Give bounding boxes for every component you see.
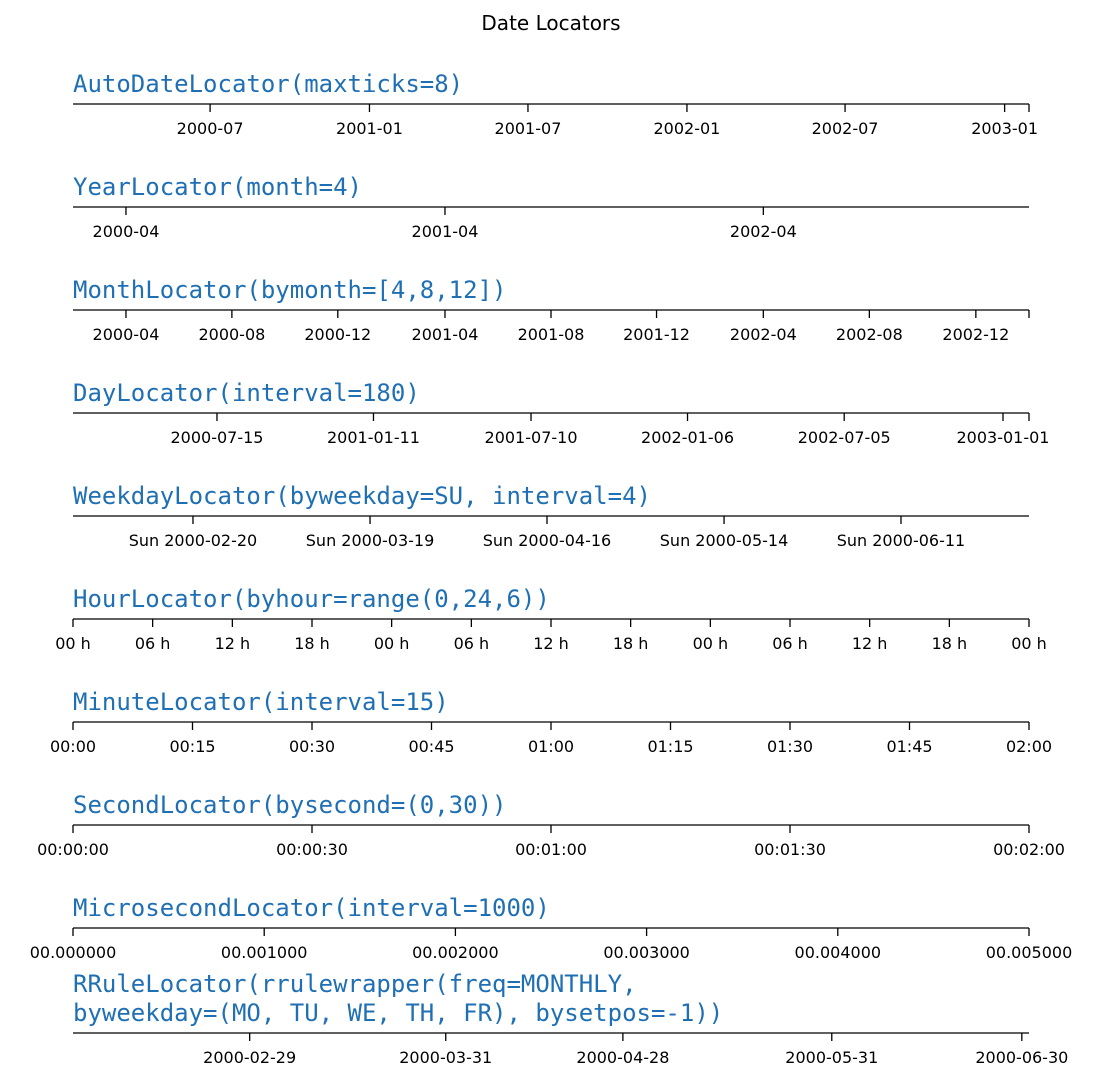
tick-label: 2000-06-30 xyxy=(975,1048,1068,1067)
tick-label: 00 h xyxy=(1011,634,1047,653)
locator-panel: DayLocator(interval=180) 2000-07-15 2001-0… xyxy=(73,379,1049,447)
tick-label: 2000-04 xyxy=(93,325,160,344)
tick-label: 00.002000 xyxy=(412,943,499,962)
tick-label: 2003-01-01 xyxy=(957,428,1050,447)
tick-label: 00 h xyxy=(55,634,91,653)
tick-label: 00:00:00 xyxy=(37,840,109,859)
tick-label: 2003-01 xyxy=(971,119,1038,138)
tick-label: 2000-05-31 xyxy=(785,1048,878,1067)
tick-label: 01:45 xyxy=(886,737,932,756)
tick-label: 2000-08 xyxy=(198,325,265,344)
tick-label: 2000-12 xyxy=(304,325,371,344)
tick-label: Sun 2000-05-14 xyxy=(660,531,789,550)
locator-panel: MicrosecondLocator(interval=1000) 00.0000… xyxy=(30,894,1073,962)
locator-name: YearLocator(month=4) xyxy=(73,173,362,201)
tick-label: 00:30 xyxy=(289,737,335,756)
tick-label: 01:30 xyxy=(767,737,813,756)
tick-label: 06 h xyxy=(454,634,490,653)
tick-label: 2000-03-31 xyxy=(399,1048,492,1067)
tick-label: 12 h xyxy=(852,634,888,653)
tick-label: 2000-04-28 xyxy=(576,1048,669,1067)
locator-name: MicrosecondLocator(interval=1000) xyxy=(73,894,550,922)
tick-label: 01:15 xyxy=(647,737,693,756)
tick-label: 18 h xyxy=(932,634,968,653)
tick-label: 00:01:00 xyxy=(515,840,587,859)
tick-label: 2000-04 xyxy=(93,222,160,241)
locator-panel: SecondLocator(bysecond=(0,30)) 00:00:00 00… xyxy=(37,791,1065,859)
tick-label: 00.004000 xyxy=(795,943,882,962)
tick-label: 06 h xyxy=(135,634,171,653)
tick-label: 12 h xyxy=(215,634,251,653)
tick-label: 2002-01-06 xyxy=(641,428,734,447)
tick-label: Sun 2000-02-20 xyxy=(129,531,258,550)
tick-label: 18 h xyxy=(613,634,649,653)
tick-label: 2002-04 xyxy=(730,222,797,241)
locator-panels: AutoDateLocator(maxticks=8) 2000-07 2001-0… xyxy=(30,70,1073,1067)
locator-name: AutoDateLocator(maxticks=8) xyxy=(73,70,463,98)
tick-label: 00:15 xyxy=(169,737,215,756)
tick-label: 2001-12 xyxy=(623,325,690,344)
tick-label: 00.003000 xyxy=(603,943,690,962)
tick-label: 00 h xyxy=(693,634,729,653)
locator-panel: RRuleLocator(rrulewrapper(freq=MONTHLY, b… xyxy=(73,970,1068,1067)
tick-label: 06 h xyxy=(772,634,808,653)
tick-label: 01:00 xyxy=(528,737,574,756)
figure-title: Date Locators xyxy=(481,11,620,35)
tick-label: 18 h xyxy=(294,634,330,653)
tick-label: 2001-08 xyxy=(518,325,585,344)
locator-panel: WeekdayLocator(byweekday=SU, interval=4)… xyxy=(73,482,1029,550)
tick-label: 2001-07 xyxy=(495,119,562,138)
locator-name: DayLocator(interval=180) xyxy=(73,379,420,407)
tick-label: 2001-01-11 xyxy=(327,428,420,447)
locator-name: WeekdayLocator(byweekday=SU, interval=4) xyxy=(73,482,651,510)
locator-panel: AutoDateLocator(maxticks=8) 2000-07 2001-0… xyxy=(73,70,1038,138)
tick-label: 02:00 xyxy=(1006,737,1052,756)
tick-label: 00:02:00 xyxy=(993,840,1065,859)
tick-label: 00.001000 xyxy=(221,943,308,962)
tick-label: 00.000000 xyxy=(30,943,117,962)
locator-name: RRuleLocator(rrulewrapper(freq=MONTHLY, b… xyxy=(73,970,723,1027)
tick-label: 00:00:30 xyxy=(276,840,348,859)
tick-label: Sun 2000-04-16 xyxy=(483,531,612,550)
locator-panel: HourLocator(byhour=range(0,24,6)) 00 h 06 … xyxy=(55,585,1047,653)
tick-label: 2001-04 xyxy=(412,222,479,241)
tick-label: 2000-07-15 xyxy=(170,428,263,447)
locator-panel: MinuteLocator(interval=15) 00:00 00:15 00:3… xyxy=(50,688,1052,756)
tick-label: 2002-07 xyxy=(812,119,879,138)
locator-name: SecondLocator(bysecond=(0,30)) xyxy=(73,791,506,819)
tick-label: 00:01:30 xyxy=(754,840,826,859)
tick-label: 2002-07-05 xyxy=(798,428,891,447)
tick-label: Sun 2000-06-11 xyxy=(837,531,966,550)
locator-name: MonthLocator(bymonth=[4,8,12]) xyxy=(73,276,506,304)
tick-label: 00:45 xyxy=(408,737,454,756)
locator-panel: MonthLocator(bymonth=[4,8,12]) 2000-04 200… xyxy=(73,276,1030,344)
locator-name: HourLocator(byhour=range(0,24,6)) xyxy=(73,585,550,613)
tick-label: 2000-07 xyxy=(177,119,244,138)
tick-label: 2002-01 xyxy=(654,119,721,138)
tick-label: 00:00 xyxy=(50,737,96,756)
tick-label: 12 h xyxy=(533,634,569,653)
tick-label: 2000-02-29 xyxy=(203,1048,296,1067)
tick-label: 00.005000 xyxy=(986,943,1073,962)
tick-label: 00 h xyxy=(374,634,410,653)
tick-label: 2001-07-10 xyxy=(485,428,578,447)
tick-label: 2002-04 xyxy=(730,325,797,344)
tick-label: Sun 2000-03-19 xyxy=(306,531,435,550)
tick-label: 2002-08 xyxy=(836,325,903,344)
locator-name: MinuteLocator(interval=15) xyxy=(73,688,449,716)
tick-label: 2001-04 xyxy=(412,325,479,344)
tick-label: 2002-12 xyxy=(942,325,1009,344)
tick-label: 2001-01 xyxy=(336,119,403,138)
locator-panel: YearLocator(month=4) 2000-04 2001-04 2002-0… xyxy=(73,173,1029,241)
